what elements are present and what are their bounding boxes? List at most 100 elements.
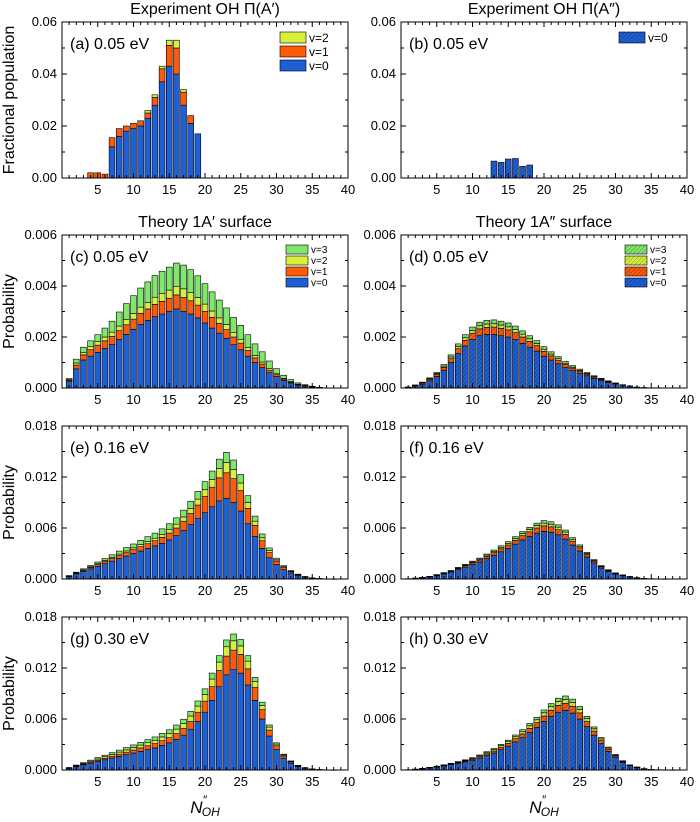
bar-hatch-v0-n4	[426, 380, 433, 388]
bar-v1-n31	[280, 755, 287, 759]
bar-hatch-v3-n8	[455, 761, 462, 763]
bar-hatch-v1-n18	[526, 531, 533, 537]
bar-v2-n23	[223, 462, 230, 474]
bar-v1-n5	[94, 344, 101, 353]
bar-hatch-v0-n20	[541, 531, 547, 579]
bar-hatch-v1-n21	[548, 355, 555, 360]
bar-v0-n9	[123, 555, 130, 580]
y-tick-label: 0.012	[363, 660, 396, 675]
bar-hatch-v2-n30	[612, 755, 619, 756]
y-tick-label: 0.018	[24, 418, 57, 433]
bar-hatch-v0-n16	[512, 339, 519, 388]
legend-label-v3: v=3	[311, 245, 328, 256]
bar-hatch-v3-n26	[583, 716, 590, 719]
bar-hatch-v3-n9	[462, 564, 469, 566]
bar-v3-n15	[166, 729, 173, 734]
bar-v1-n22	[216, 323, 223, 334]
bar-hatch-v2-n17	[519, 533, 526, 536]
bar-v2-n8	[115, 751, 123, 755]
bar-hatch-v2-n26	[583, 373, 590, 375]
x-tick-label: 5	[94, 774, 101, 789]
bar-v1-n18	[187, 513, 194, 525]
bar-v3-n20	[201, 688, 209, 695]
bar-hatch-v3-n11	[476, 754, 483, 756]
bar-hatch-v1-n9	[462, 340, 469, 346]
bar-hatch-v3-n15	[505, 322, 512, 327]
bar-hatch-v3-n13	[491, 319, 497, 324]
x-tick-label: 30	[269, 774, 283, 789]
bar-hatch-v2-n23	[562, 532, 569, 535]
bar-hatch-v2-n12	[483, 752, 490, 754]
bar-hatch-v2-n17	[519, 334, 526, 337]
bar-v0-n20	[201, 711, 209, 771]
bar-v0-n15	[166, 65, 173, 179]
bar-hatch-v1-n20	[541, 716, 547, 722]
bar-hatch-v0-n17	[519, 737, 526, 770]
legend-label-v0: v=0	[309, 59, 329, 73]
bar-v1-n10	[130, 318, 137, 330]
bar-v1-n30	[273, 560, 280, 565]
y-tick-label: 0.000	[363, 762, 396, 777]
bar-v1-n18	[187, 721, 194, 730]
bar-hatch-v0-n28	[598, 567, 605, 579]
bar-v0-n13	[151, 316, 159, 389]
bar-v3-n7	[108, 320, 116, 333]
bar-v0-n22	[216, 332, 223, 389]
bar-v3-n5	[94, 757, 101, 760]
bar-v3-n29	[266, 547, 273, 551]
bar-v3-n19	[194, 700, 202, 707]
x-axis-label-right: N″ OH	[529, 793, 559, 819]
bar-hatch-v0-n8	[455, 569, 462, 579]
bar-hatch-v3-n21	[548, 521, 555, 525]
bar-v2-n28	[258, 537, 266, 542]
bar-hatch-v3-n16	[512, 536, 519, 539]
bar-hatch-v0-n27	[591, 735, 597, 770]
bar-hatch-v0-n19	[533, 351, 540, 388]
x-tick-label: 10	[465, 774, 479, 789]
bar-v1-n6	[101, 561, 109, 564]
bar-v3-n2	[73, 764, 80, 766]
bar-v0-n8	[115, 558, 123, 580]
y-tick-label: 0.018	[363, 609, 396, 624]
bar-v3-n21	[208, 672, 216, 680]
bar-hatch-v1-n13	[491, 750, 497, 753]
bar-hatch-v0-n29	[605, 751, 612, 770]
bar-hatch-v3-n10	[469, 561, 476, 562]
bar-hatch-v3-n27	[591, 375, 597, 377]
bar-v0-n13	[151, 747, 159, 771]
bar-hatch-v0-n11	[476, 562, 483, 579]
panel-c: Theory 1A′ surface Probability 5 10 15 20 25 30…	[1, 214, 355, 407]
x-tick-label: 35	[644, 182, 658, 197]
bar-v0-n7	[108, 344, 116, 389]
bar-v1-n12	[144, 745, 152, 750]
bar-hatch-v1-n16	[512, 332, 519, 340]
bar-v2-n28	[258, 705, 266, 710]
x-tick-label: 25	[573, 182, 587, 197]
y-tick-label: 0.006	[363, 227, 396, 242]
bar-v2-n19	[194, 498, 202, 506]
bar-v1-n15	[166, 297, 173, 312]
bar-v2-n9	[123, 319, 130, 326]
bar-v1-n7	[108, 558, 116, 562]
bar-v2-n28	[258, 361, 266, 365]
bar-hatch-v3-n18	[526, 527, 533, 530]
bar-hatch-v2-n16	[512, 538, 519, 541]
panel-b: Experiment OH Π(A″) 5 10 15 20 25 30 35 40 0.00 0.…	[371, 1, 695, 197]
bar-hatch-v1-n6	[440, 367, 447, 371]
bar-hatch-v3-n7	[448, 354, 454, 357]
legend-swatch-v0	[285, 277, 309, 288]
bar-hatch-v2-n11	[476, 559, 483, 561]
bar-hatch-v1-n23	[562, 703, 569, 711]
bar-v3-n14	[158, 528, 166, 535]
legend-swatch-v2	[285, 255, 309, 266]
bar-hatch-v2-n23	[562, 699, 569, 704]
bar-v3-n30	[273, 742, 280, 745]
bar-v1-n18	[187, 300, 194, 315]
bar-hatch-v0-n11	[476, 758, 483, 770]
bar-hatch-v3-n5	[433, 372, 440, 374]
bar-hatch-v2-n21	[548, 524, 555, 527]
bar-v3-n6	[101, 327, 109, 338]
bar-hatch-v0-n10	[469, 339, 476, 388]
bar-v3-n16	[173, 517, 180, 525]
bar-v1-n27	[251, 687, 259, 701]
